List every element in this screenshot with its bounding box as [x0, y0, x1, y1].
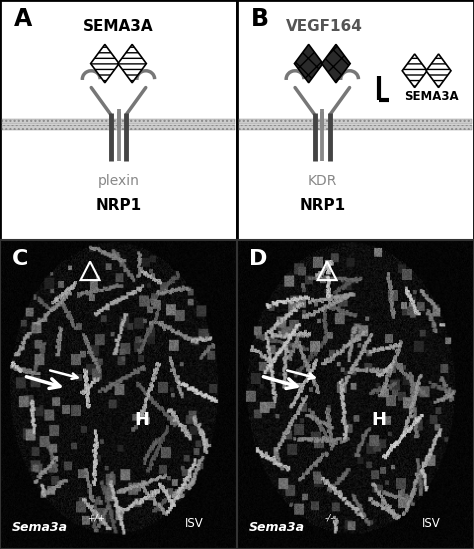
- Text: SEMA3A: SEMA3A: [83, 19, 154, 34]
- Text: Sema3a: Sema3a: [12, 520, 68, 534]
- Text: plexin: plexin: [98, 174, 139, 188]
- Polygon shape: [294, 44, 323, 83]
- Text: SEMA3A: SEMA3A: [404, 90, 459, 103]
- Text: D: D: [249, 249, 267, 269]
- Text: C: C: [12, 249, 28, 269]
- Polygon shape: [322, 44, 350, 83]
- FancyBboxPatch shape: [239, 119, 472, 124]
- FancyBboxPatch shape: [239, 125, 472, 130]
- Text: NRP1: NRP1: [95, 198, 142, 213]
- Polygon shape: [91, 44, 119, 83]
- Polygon shape: [426, 54, 451, 88]
- Text: Sema3a: Sema3a: [249, 520, 305, 534]
- Text: KDR: KDR: [308, 174, 337, 188]
- Text: B: B: [251, 7, 269, 31]
- Text: H: H: [372, 411, 387, 429]
- Text: NRP1: NRP1: [299, 198, 346, 213]
- Polygon shape: [118, 44, 146, 83]
- Text: ISV: ISV: [185, 518, 204, 530]
- FancyBboxPatch shape: [2, 119, 235, 124]
- Text: ISV: ISV: [422, 518, 441, 530]
- Text: H: H: [135, 411, 150, 429]
- Polygon shape: [402, 54, 427, 88]
- Text: -/-: -/-: [324, 514, 334, 523]
- Text: VEGF164: VEGF164: [286, 19, 363, 34]
- Text: +/+: +/+: [87, 514, 105, 523]
- FancyBboxPatch shape: [2, 125, 235, 130]
- Text: A: A: [14, 7, 33, 31]
